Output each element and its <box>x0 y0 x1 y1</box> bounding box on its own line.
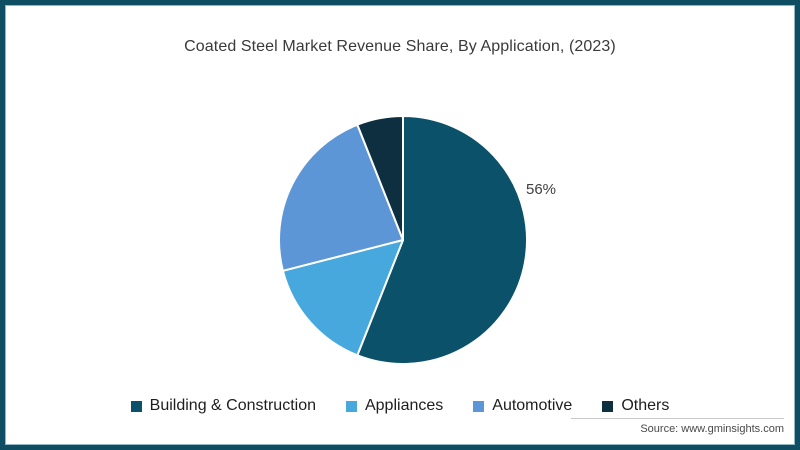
pie-slice <box>278 123 404 272</box>
source-attribution: Source: www.gminsights.com <box>571 418 784 435</box>
legend-swatch-icon <box>473 400 485 412</box>
legend-item-automotive: Automotive <box>473 397 572 415</box>
legend-label: Others <box>621 397 670 414</box>
legend-swatch-icon <box>345 400 357 412</box>
legend-swatch-icon <box>602 400 614 412</box>
legend-item-others: Others <box>602 397 669 415</box>
legend-label: Building & Construction <box>149 397 316 414</box>
legend-label: Automotive <box>492 397 573 414</box>
pie-slice <box>281 239 404 357</box>
pie-slice <box>356 115 528 365</box>
pie-data-label: 56% <box>526 181 557 198</box>
pie-chart <box>273 110 533 370</box>
pie-svg <box>278 115 528 365</box>
legend-item-building-construction: Building & Construction <box>130 397 316 415</box>
legend-item-appliances: Appliances <box>345 397 444 415</box>
pie-slice <box>356 115 404 241</box>
chart-title: Coated Steel Market Revenue Share, By Ap… <box>184 38 616 55</box>
legend-label: Appliances <box>364 397 444 414</box>
legend: Building & Construction Appliances Autom… <box>5 397 795 415</box>
legend-swatch-icon <box>130 400 142 412</box>
